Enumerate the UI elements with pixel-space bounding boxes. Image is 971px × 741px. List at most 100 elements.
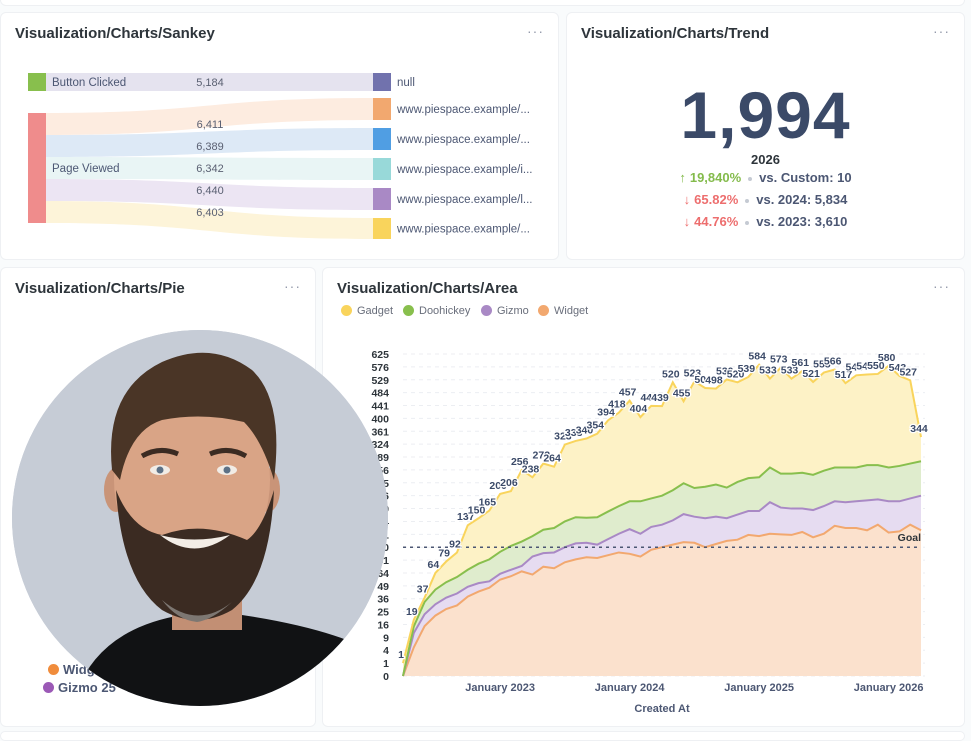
next-row-card bbox=[0, 731, 965, 741]
pie-legend-label: Gizmo 25 bbox=[58, 680, 116, 695]
pie-legend-item[interactable]: Gizmo 25 bbox=[43, 680, 116, 695]
data-label: 19 bbox=[406, 606, 418, 618]
sankey-link[interactable] bbox=[46, 128, 373, 157]
y-tick-label: 324 bbox=[371, 439, 389, 451]
legend-label: Widget bbox=[554, 305, 589, 317]
line-doohickey bbox=[402, 460, 922, 677]
sankey-title: Visualization/Charts/Sankey bbox=[15, 25, 215, 42]
y-tick-label: 0 bbox=[383, 671, 389, 683]
separator-dot bbox=[745, 198, 750, 203]
y-tick-label: 529 bbox=[371, 375, 389, 387]
y-tick-label: 400 bbox=[371, 413, 389, 425]
legend-item-gizmo[interactable]: Gizmo bbox=[481, 305, 529, 317]
pie-title: Visualization/Charts/Pie bbox=[15, 280, 185, 297]
line-gizmo bbox=[402, 494, 922, 677]
sankey-source-label: Page Viewed bbox=[52, 163, 120, 175]
trend-change: 44.76% bbox=[694, 214, 739, 229]
sankey-link[interactable] bbox=[46, 98, 373, 135]
sankey-link-value: 6,342 bbox=[196, 163, 224, 175]
trend-change: 19,840% bbox=[689, 170, 742, 185]
y-tick-label: 81 bbox=[377, 555, 389, 567]
trend-compare-label: vs. 2023: 3,610 bbox=[756, 214, 848, 229]
trend-compare-label: vs. 2024: 5,834 bbox=[756, 192, 848, 207]
sankey-link-value: 6,389 bbox=[196, 141, 224, 153]
x-tick-label: January 2026 bbox=[854, 682, 924, 694]
y-tick-label: 1 bbox=[383, 658, 389, 670]
sankey-link-value: 5,184 bbox=[196, 77, 224, 89]
data-label: 521 bbox=[802, 368, 820, 380]
sankey-target-node[interactable] bbox=[373, 218, 391, 239]
sankey-target-node[interactable] bbox=[373, 98, 391, 120]
sankey-link-value: 6,411 bbox=[197, 119, 224, 131]
area-widget[interactable] bbox=[403, 524, 921, 676]
sankey-link[interactable] bbox=[46, 201, 373, 239]
data-label: 206 bbox=[500, 477, 518, 489]
legend-item-gadget[interactable]: Gadget bbox=[341, 305, 393, 317]
sankey-link-value: 6,440 bbox=[196, 185, 224, 197]
sankey-target-label: www.piespace.example/... bbox=[396, 104, 530, 116]
y-tick-label: 625 bbox=[371, 349, 389, 361]
data-label: 404 bbox=[630, 403, 648, 415]
legend-dot-icon bbox=[481, 305, 492, 316]
data-label: 150 bbox=[468, 504, 486, 516]
sankey-target-label: www.piespace.example/... bbox=[396, 134, 530, 146]
data-label: 92 bbox=[449, 538, 461, 550]
trend-compare-label: vs. Custom: 10 bbox=[759, 170, 852, 185]
y-tick-label: 49 bbox=[377, 581, 389, 593]
sankey-link[interactable] bbox=[46, 157, 373, 180]
data-label: 517 bbox=[835, 369, 853, 381]
sankey-target-node[interactable] bbox=[373, 158, 391, 180]
data-label: 561 bbox=[792, 357, 810, 369]
y-tick-label: 484 bbox=[371, 388, 389, 400]
data-label: 323 bbox=[554, 431, 572, 443]
data-label: 550 bbox=[867, 360, 885, 372]
separator-dot bbox=[748, 176, 753, 181]
ellipsis-icon[interactable]: ··· bbox=[933, 23, 950, 39]
sankey-source-node[interactable] bbox=[28, 73, 46, 91]
data-label: 256 bbox=[511, 456, 529, 468]
data-label: 200 bbox=[489, 480, 507, 492]
sankey-link[interactable] bbox=[46, 179, 373, 210]
ellipsis-icon[interactable]: ··· bbox=[933, 278, 950, 294]
legend-item-widget[interactable]: Widget bbox=[538, 305, 588, 317]
legend-item-doohickey[interactable]: Doohickey bbox=[403, 305, 470, 317]
sankey-source-node[interactable] bbox=[28, 113, 46, 223]
sankey-target-node[interactable] bbox=[373, 73, 391, 91]
data-label: 584 bbox=[748, 351, 766, 363]
data-label: 573 bbox=[770, 354, 788, 366]
area-title: Visualization/Charts/Area bbox=[337, 280, 518, 297]
data-label: 64 bbox=[428, 559, 440, 571]
data-label: 418 bbox=[608, 399, 626, 411]
trend-period: 2026 bbox=[751, 152, 780, 167]
line-gadget bbox=[402, 363, 922, 664]
data-label: 548 bbox=[856, 360, 874, 372]
data-label: 137 bbox=[457, 511, 475, 523]
goal-label: Goal bbox=[898, 532, 921, 544]
sankey-target-label: www.piespace.example/... bbox=[396, 224, 530, 236]
sankey-target-node[interactable] bbox=[373, 128, 391, 150]
y-tick-label: 576 bbox=[371, 362, 389, 374]
trend-title: Visualization/Charts/Trend bbox=[581, 25, 770, 42]
legend-dot-icon bbox=[48, 664, 59, 675]
ellipsis-icon[interactable]: ··· bbox=[527, 23, 544, 39]
data-label: 37 bbox=[417, 584, 429, 596]
y-tick-label: 4 bbox=[383, 645, 389, 657]
data-label: 533 bbox=[759, 365, 777, 377]
sankey-link[interactable] bbox=[46, 73, 373, 91]
legend-dot-icon bbox=[403, 305, 414, 316]
person-photo bbox=[12, 330, 388, 706]
data-label: 440 bbox=[640, 392, 658, 404]
sankey-card: Visualization/Charts/Sankey ··· 5,184 6,4… bbox=[0, 12, 559, 260]
ellipsis-icon[interactable]: ··· bbox=[284, 278, 301, 294]
sankey-target-node[interactable] bbox=[373, 188, 391, 210]
data-label: 530 bbox=[716, 365, 734, 377]
data-label: 523 bbox=[684, 367, 702, 379]
legend-dot-icon bbox=[341, 305, 352, 316]
previous-row-card bbox=[0, 0, 965, 6]
x-tick-label: January 2024 bbox=[595, 682, 666, 694]
arrow-down-icon: ↓ bbox=[683, 192, 691, 207]
legend-dot-icon bbox=[538, 305, 549, 316]
trend-comparison: ↓ 44.76% vs. 2023: 3,610 bbox=[567, 214, 964, 229]
legend-label: Doohickey bbox=[419, 305, 471, 317]
sankey-target-label: null bbox=[397, 77, 415, 89]
